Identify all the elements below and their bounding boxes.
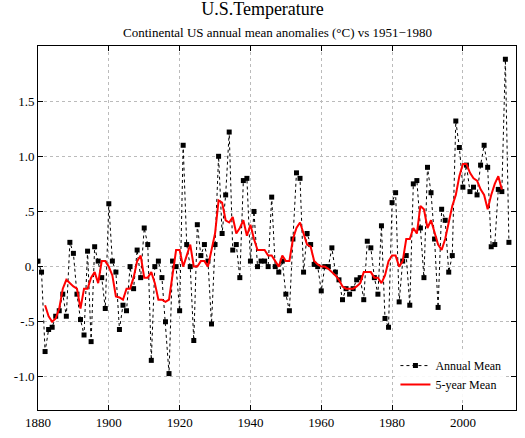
svg-text:-1.0: -1.0 [14,369,35,384]
svg-text:1880: 1880 [25,415,51,430]
svg-text:U.S.Temperature: U.S.Temperature [201,0,324,19]
svg-text:1940: 1940 [237,415,263,430]
svg-text:1920: 1920 [167,415,193,430]
svg-text:Continental US annual mean ano: Continental US annual mean anomalies (°C… [123,25,432,40]
svg-text:Annual Mean: Annual Mean [435,359,501,373]
svg-text:-.5: -.5 [20,314,34,329]
svg-text:5-year Mean: 5-year Mean [435,378,496,392]
svg-text:1900: 1900 [96,415,122,430]
svg-text:1.0: 1.0 [18,149,34,164]
svg-text:1960: 1960 [308,415,334,430]
svg-text:0.: 0. [25,259,35,274]
svg-text:.5: .5 [25,204,35,219]
svg-text:1.5: 1.5 [18,94,34,109]
svg-text:1980: 1980 [379,415,405,430]
svg-text:2000: 2000 [450,415,476,430]
